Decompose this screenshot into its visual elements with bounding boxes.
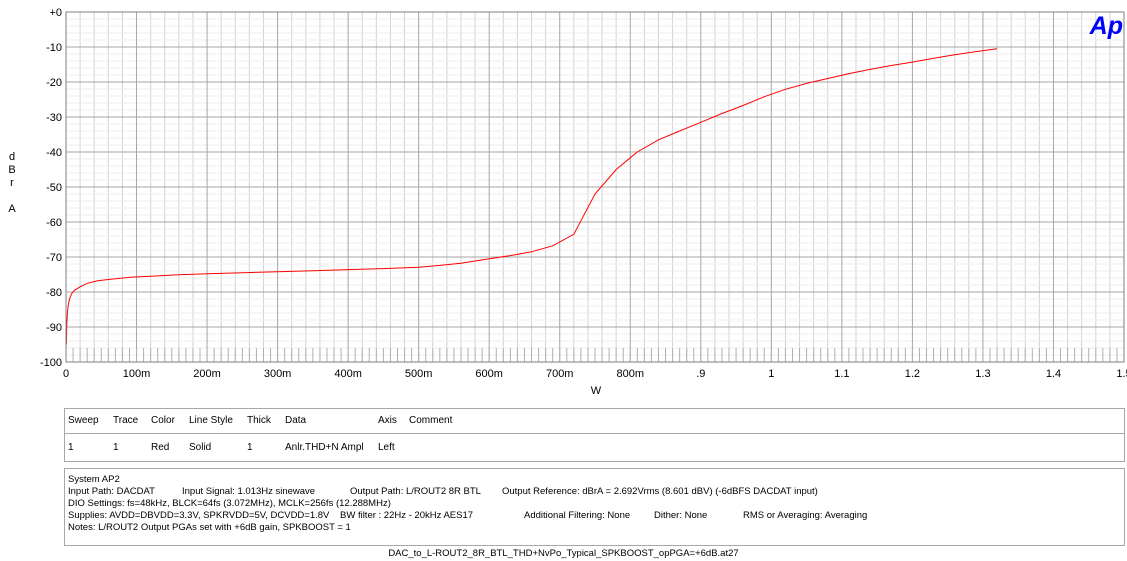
trace-legend-table: Sweep Trace Color Line Style Thick Data … (64, 408, 1125, 462)
info-output-reference: Output Reference: dBrA = 2.692Vrms (8.60… (502, 486, 818, 497)
y-axis-label: dBr A (8, 151, 16, 215)
legend-cell-color: Red (151, 442, 170, 453)
x-tick-label: 1.2 (905, 368, 920, 380)
plot-frame (65, 11, 1125, 363)
legend-row: 1 1 Red Solid 1 Anlr.THD+N Ampl Left (65, 436, 1124, 460)
legend-header-thick: Thick (247, 415, 271, 426)
y-tick-label: -90 (46, 322, 62, 334)
x-tick-label: 1.5 (1116, 368, 1127, 380)
legend-header-comment: Comment (409, 415, 453, 426)
legend-header-axis: Axis (378, 415, 397, 426)
info-dio-settings: DIO Settings: fs=48kHz, BLCK=64fs (3.072… (68, 498, 391, 509)
x-tick-label: 300m (264, 368, 292, 380)
y-axis-label-char: d (9, 151, 15, 163)
x-axis-label: W (591, 385, 602, 397)
x-tick-label: 200m (193, 368, 221, 380)
x-tick-label: 1.1 (834, 368, 849, 380)
info-input-path: Input Path: DACDAT (68, 486, 155, 497)
info-dither: Dither: None (654, 510, 708, 521)
x-tick-label: 700m (546, 368, 574, 380)
y-tick-label: -60 (46, 217, 62, 229)
legend-cell-sweep: 1 (68, 442, 74, 453)
y-tick-label: -80 (46, 287, 62, 299)
legend-cell-line-style: Solid (189, 442, 212, 453)
y-tick-label: -20 (46, 77, 62, 89)
file-name: DAC_to_L-ROUT2_8R_BTL_THD+NvPo_Typical_S… (388, 548, 739, 559)
y-tick-label: -40 (46, 147, 62, 159)
x-tick-label: 0 (63, 368, 69, 380)
info-rms-averaging: RMS or Averaging: Averaging (743, 510, 868, 521)
ap-logo: Ap (1089, 12, 1123, 40)
y-tick-label: -70 (46, 252, 62, 264)
y-axis-label-char: r (10, 177, 14, 189)
info-notes: Notes: L/ROUT2 Output PGAs set with +6dB… (68, 522, 351, 533)
y-tick-label: -100 (40, 357, 62, 369)
x-tick-label: 400m (334, 368, 362, 380)
legend-header-data: Data (285, 415, 307, 426)
y-axis-ticks: +0 -10 -20 -30 -40 -50 -60 -70 -80 -90 -100 (40, 7, 62, 369)
info-paths: Input Path: DACDAT Input Signal: 1.013Hz … (68, 486, 1124, 498)
y-tick-label: -50 (46, 182, 62, 194)
chart-grid (65, 11, 1125, 363)
x-tick-label: 1 (768, 368, 774, 380)
info-system: System AP2 (68, 474, 120, 485)
info-additional-filtering: Additional Filtering: None (524, 510, 631, 521)
info-supplies: Supplies: AVDD=DBVDD=3.3V, SPKRVDD=5V, D… (68, 510, 1124, 522)
x-tick-label: 1.3 (975, 368, 990, 380)
thd-n-trace-line (65, 48, 998, 345)
y-axis-label-char: A (8, 203, 16, 215)
y-tick-label: -30 (46, 112, 62, 124)
x-tick-label: 500m (405, 368, 433, 380)
info-output-path: Output Path: L/ROUT2 8R BTL (350, 486, 481, 497)
info-bw-filter: BW filter : 22Hz - 20kHz AES17 (340, 510, 474, 521)
x-tick-label: 600m (475, 368, 503, 380)
x-tick-label: 1.4 (1046, 368, 1061, 380)
info-supplies-values: Supplies: AVDD=DBVDD=3.3V, SPKRVDD=5V, D… (68, 510, 330, 521)
info-input-signal: Input Signal: 1.013Hz sinewave (182, 486, 316, 497)
legend-cell-data: Anlr.THD+N Ampl (285, 442, 364, 453)
thd-n-vs-power-chart: 0 100m 200m 300m 400m 500m 600m 700m 800m .9 1 1.1 1… (8, 7, 1127, 397)
x-axis-ticks: 0 100m 200m 300m 400m 500m 600m 700m 800m .9 1 1.1 1… (63, 368, 1127, 380)
y-tick-label: -10 (46, 42, 62, 54)
legend-header-trace: Trace (113, 415, 139, 426)
x-tick-label: 100m (123, 368, 151, 380)
legend-header-row: Sweep Trace Color Line Style Thick Data … (65, 409, 1124, 434)
legend-header-line-style: Line Style (189, 415, 233, 426)
x-tick-label: 800m (617, 368, 645, 380)
legend-header-sweep: Sweep (68, 415, 99, 426)
x-tick-label: .9 (696, 368, 705, 380)
y-axis-label-char: B (8, 164, 15, 176)
legend-cell-axis: Left (378, 442, 395, 453)
legend-cell-trace: 1 (113, 442, 119, 453)
measurement-info-box: System AP2 Input Path: DACDAT Input Signa… (64, 468, 1125, 546)
legend-cell-thick: 1 (247, 442, 253, 453)
y-tick-label: +0 (49, 7, 62, 19)
series-layer (65, 48, 998, 345)
legend-header-color: Color (151, 415, 175, 426)
